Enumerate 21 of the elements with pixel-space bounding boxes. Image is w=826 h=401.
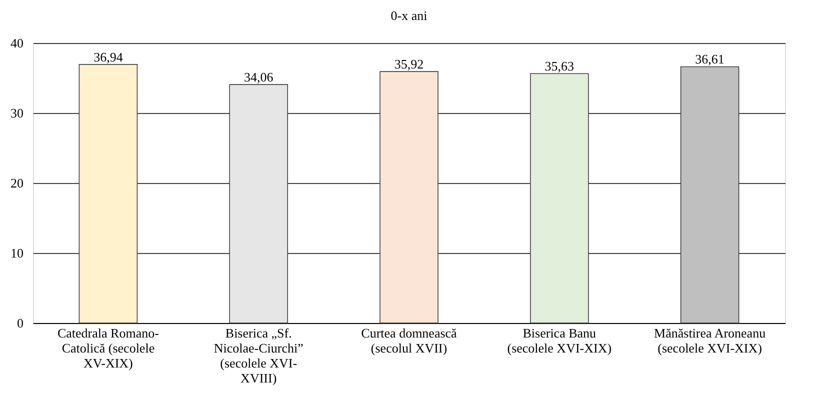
bar — [530, 73, 589, 324]
data-label: 34,06 — [244, 70, 274, 85]
data-label: 35,63 — [544, 58, 574, 74]
y-tick-label: 20 — [10, 176, 24, 190]
bar — [380, 71, 438, 324]
data-label: 35,92 — [394, 56, 424, 72]
x-tick-label: Biserica Banu (secolele XVI-XIX) — [507, 326, 612, 356]
y-tick-label: 40 — [10, 36, 24, 50]
bar — [680, 66, 740, 324]
chart-title: 0-x ani — [390, 8, 428, 23]
y-tick-label: 30 — [10, 106, 24, 120]
bar — [229, 84, 288, 324]
x-tick-label: Mănăstirea Aroneanu (secolele XVI-XIX) — [654, 326, 766, 356]
data-label: 36,94 — [94, 49, 124, 64]
x-tick-label: Biserica „Sf. Nicolae-Ciurchi” (secolele XVI-XVIII) — [214, 326, 304, 386]
y-tick-label: 0 — [17, 316, 24, 330]
data-label: 36,61 — [695, 52, 724, 67]
bar — [78, 64, 138, 324]
x-tick-label: Catedrala Romano-Catolică (secolele XV-XIX) — [57, 326, 159, 370]
x-tick-label: Curtea domnească (secolul XVII) — [361, 326, 458, 356]
y-tick-label: 10 — [10, 246, 24, 260]
